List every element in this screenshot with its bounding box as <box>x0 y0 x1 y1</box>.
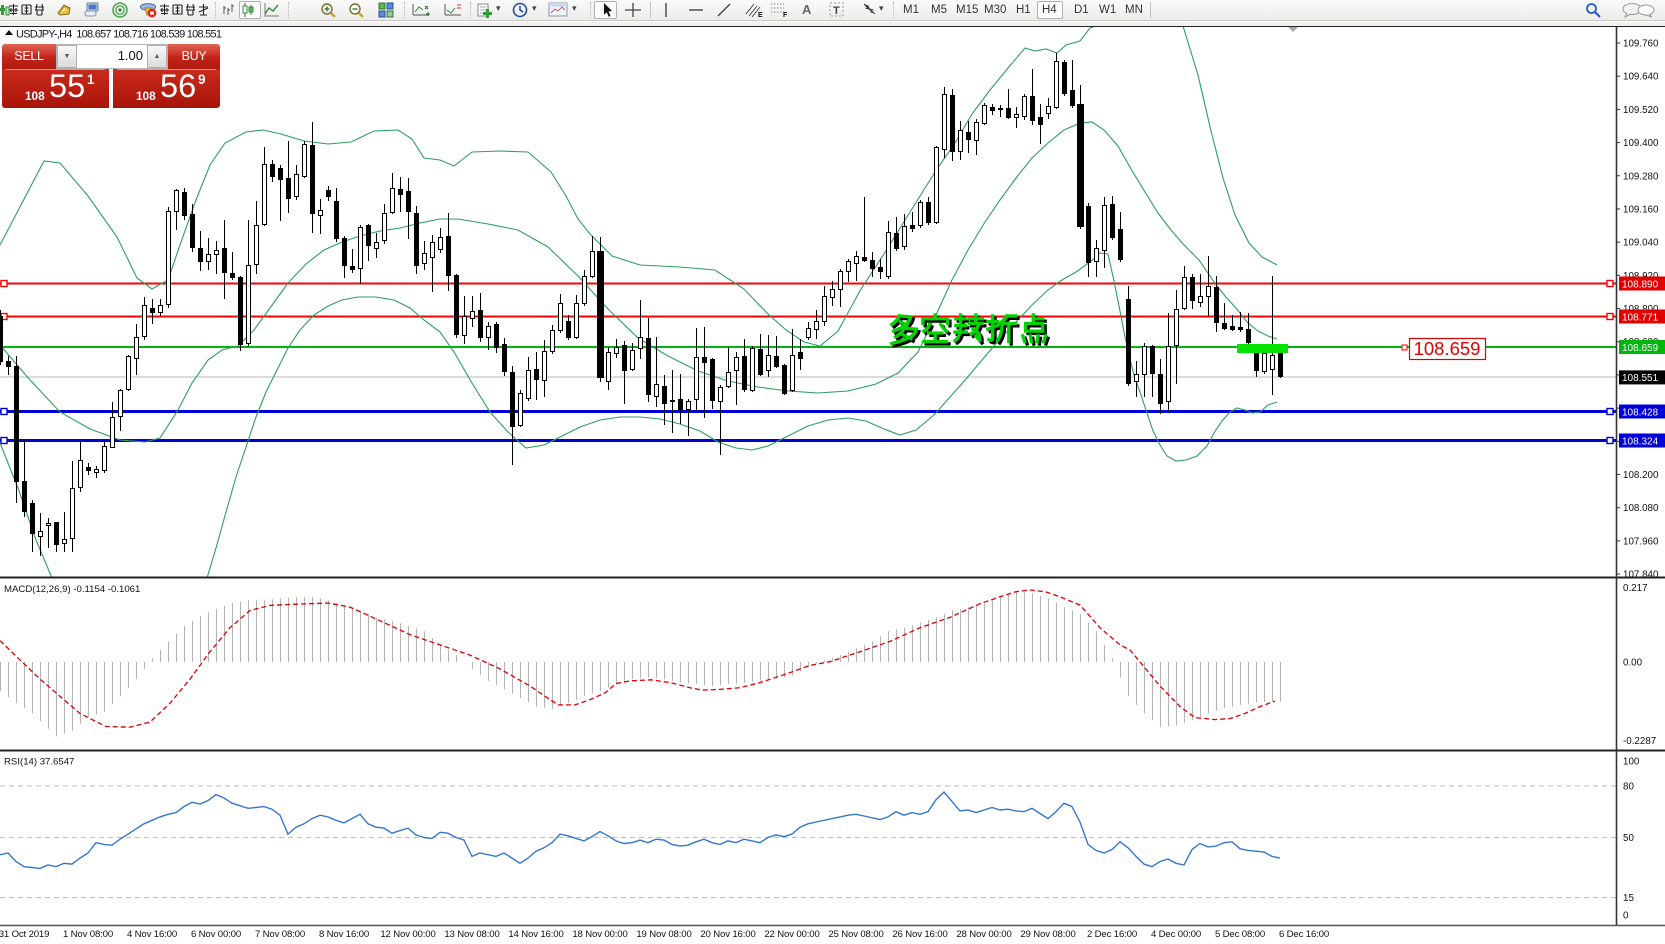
svg-text:31 Oct 2019: 31 Oct 2019 <box>0 929 49 940</box>
svg-text:100: 100 <box>1623 757 1640 768</box>
svg-text:E: E <box>758 12 763 18</box>
svg-text:25 Nov 08:00: 25 Nov 08:00 <box>828 929 883 940</box>
svg-text:29 Nov 08:00: 29 Nov 08:00 <box>1020 929 1075 940</box>
svg-text:18 Nov 00:00: 18 Nov 00:00 <box>572 929 627 940</box>
svg-text:8 Nov 16:00: 8 Nov 16:00 <box>319 929 369 940</box>
svg-text:26 Nov 16:00: 26 Nov 16:00 <box>892 929 947 940</box>
svg-text:107.960: 107.960 <box>1623 536 1659 547</box>
svg-text:80: 80 <box>1623 781 1634 792</box>
svg-text:0.217: 0.217 <box>1623 583 1648 594</box>
svg-text:108.890: 108.890 <box>1622 279 1659 290</box>
svg-text:109.760: 109.760 <box>1623 39 1659 50</box>
svg-text:1 Nov 08:00: 1 Nov 08:00 <box>63 929 113 940</box>
svg-text:7 Nov 08:00: 7 Nov 08:00 <box>255 929 305 940</box>
svg-text:2 Dec 16:00: 2 Dec 16:00 <box>1087 929 1137 940</box>
svg-text:0.00: 0.00 <box>1623 658 1643 669</box>
svg-text:109.280: 109.280 <box>1623 171 1659 182</box>
svg-text:109.160: 109.160 <box>1623 204 1659 215</box>
svg-text:6 Dec 16:00: 6 Dec 16:00 <box>1279 929 1329 940</box>
svg-text:T: T <box>833 5 840 17</box>
svg-text:107.840: 107.840 <box>1623 570 1659 581</box>
svg-text:20 Nov 16:00: 20 Nov 16:00 <box>700 929 755 940</box>
svg-text:28 Nov 00:00: 28 Nov 00:00 <box>956 929 1011 940</box>
svg-text:108.324: 108.324 <box>1622 436 1659 447</box>
svg-text:5 Dec 08:00: 5 Dec 08:00 <box>1215 929 1265 940</box>
svg-text:108.659: 108.659 <box>1414 338 1481 359</box>
svg-text:109.040: 109.040 <box>1623 238 1659 249</box>
svg-text:RSI(14) 37.6547: RSI(14) 37.6547 <box>4 757 74 768</box>
svg-text:109.520: 109.520 <box>1623 105 1659 116</box>
svg-text:108.659: 108.659 <box>1622 343 1659 354</box>
svg-text:4 Dec 00:00: 4 Dec 00:00 <box>1151 929 1201 940</box>
svg-text:108.771: 108.771 <box>1622 312 1659 323</box>
svg-text:F: F <box>783 12 788 18</box>
svg-text:4 Nov 16:00: 4 Nov 16:00 <box>127 929 177 940</box>
svg-text:6 Nov 00:00: 6 Nov 00:00 <box>191 929 241 940</box>
svg-text:109.640: 109.640 <box>1623 72 1659 83</box>
svg-text:MACD(12,26,9) -0.1154 -0.1061: MACD(12,26,9) -0.1154 -0.1061 <box>4 584 140 595</box>
svg-text:109.400: 109.400 <box>1623 138 1659 149</box>
svg-text:19 Nov 08:00: 19 Nov 08:00 <box>636 929 691 940</box>
svg-text:108.428: 108.428 <box>1622 407 1659 418</box>
svg-text:13 Nov 08:00: 13 Nov 08:00 <box>444 929 499 940</box>
svg-text:-0.2287: -0.2287 <box>1623 736 1656 747</box>
svg-text:12 Nov 00:00: 12 Nov 00:00 <box>380 929 435 940</box>
svg-text:USDJPY-,H4 108.657 108.716 10: USDJPY-,H4 108.657 108.716 108.539 108.5… <box>16 29 222 41</box>
svg-text:108.920: 108.920 <box>1623 271 1659 282</box>
svg-text:0: 0 <box>1623 911 1629 922</box>
svg-text:22 Nov 00:00: 22 Nov 00:00 <box>764 929 819 940</box>
svg-text:14 Nov 16:00: 14 Nov 16:00 <box>508 929 563 940</box>
svg-text:108.080: 108.080 <box>1623 503 1659 514</box>
svg-text:108.200: 108.200 <box>1623 470 1659 481</box>
svg-text:50: 50 <box>1623 833 1634 844</box>
svg-text:15: 15 <box>1623 893 1634 904</box>
svg-text:108.551: 108.551 <box>1622 373 1659 384</box>
